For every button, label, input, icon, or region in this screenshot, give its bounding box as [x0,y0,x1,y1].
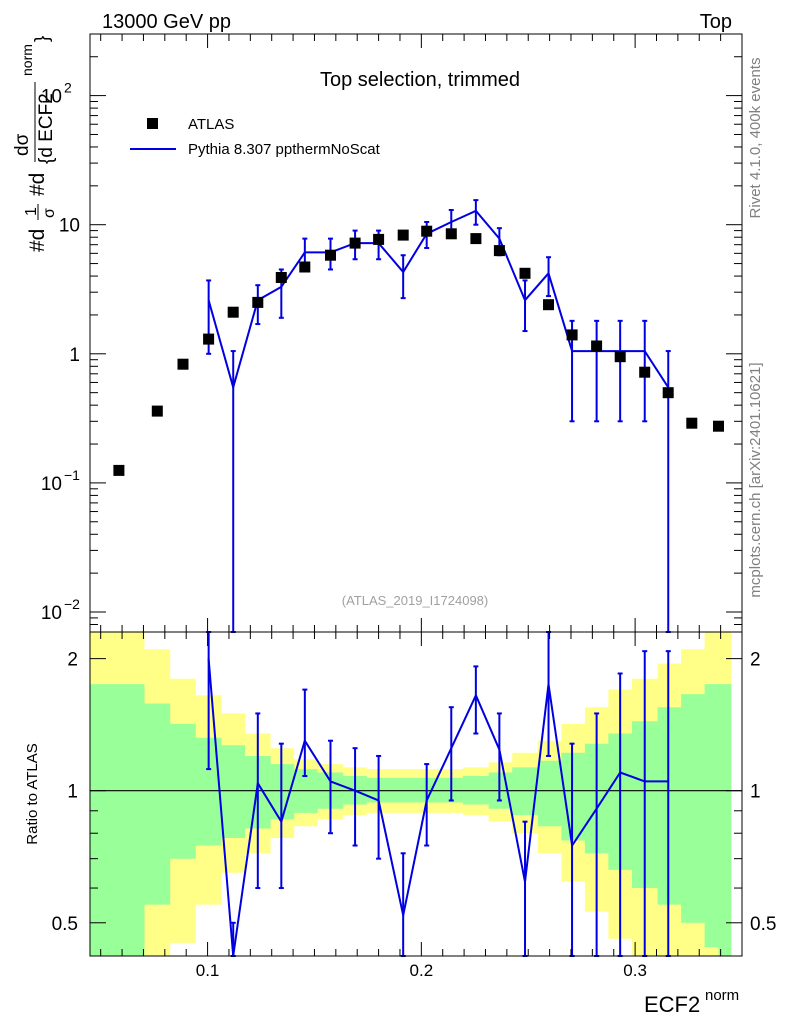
y-tick-label-base: 10 [41,87,62,108]
y-tick-label-exponent: −2 [64,596,80,612]
data-point [543,299,554,311]
ylabel-dsigma: dσ [12,133,33,156]
header-energy-label: 13000 GeV pp [102,11,231,33]
ylabel-hash-d-2: #d [26,173,49,196]
legend: ATLAS Pythia 8.307 ppthermNoScat [130,116,381,158]
ratio-panel: 0.1 0.2 0.3 0.5 0.5 1 1 2 2 Ratio to ATLAS ECF2 … [24,631,776,1017]
data-point [177,358,189,370]
data-point [349,237,361,249]
data-point [373,233,385,245]
data-point [614,351,626,363]
y-tick-label-base: 10 [59,216,80,237]
y-tick-label-exponent: 2 [64,80,72,96]
ratio-y-tick-label-right: 2 [750,650,761,671]
ratio-band-inner [90,684,732,956]
mcplots-info-label: mcplots.cern.ch [arXiv:2401.10621] [747,362,764,597]
x-tick-label: 0.3 [623,961,647,980]
ratio-y-tick-label-left: 1 [67,782,78,803]
data-point [325,249,336,261]
data-point [493,245,505,257]
data-point [662,387,674,399]
data-point [639,366,651,378]
y-tick-label-base: 10 [41,474,62,495]
y-tick-label-exponent: −1 [64,467,80,483]
ylabel-hash-d: #d [26,229,49,252]
main-plot-marks [113,199,724,633]
ratio-axis-ticks: 0.1 0.2 0.3 0.5 0.5 1 1 2 2 [52,632,776,980]
rivet-info-label: Rivet 4.1.0, 400k events [747,58,764,219]
y-tick-label: 10 2 [41,80,72,108]
data-point [252,296,264,308]
main-y-axis-label: #d 1 σ #d dσ {d ECF2 norm } [12,36,58,252]
ylabel-ecf2: {d ECF2 [36,93,57,164]
data-point [151,405,163,417]
legend-atlas-marker [147,118,158,129]
y-tick-label: 10 −1 [41,467,80,495]
data-point [299,261,311,273]
data-point [227,306,239,318]
y-tick-label: 1 [69,345,80,366]
data-point [421,225,433,237]
ratio-plot-frame [89,631,743,957]
ylabel-norm: norm [19,44,35,76]
ratio-y-tick-label-left: 0.5 [52,914,78,935]
main-plot-title: Top selection, trimmed [320,69,520,91]
ratio-pythia-line [207,658,669,957]
data-point [470,233,482,245]
data-point [519,267,531,279]
mc-series-line [207,209,670,391]
ratio-y-tick-label-left: 2 [67,650,78,671]
xlabel-sup: norm [705,987,739,1004]
xlabel-base: ECF2 [644,992,700,1017]
ratio-y-tick-label-right: 0.5 [750,914,776,935]
data-point [275,272,287,283]
y-tick-label: 10 −2 [41,596,80,624]
x-tick-label: 0.1 [196,961,220,980]
ratio-y-axis-label: Ratio to ATLAS [24,743,41,844]
data-point [686,417,698,429]
data-point [397,229,409,241]
x-axis-label: ECF2 norm [644,987,739,1017]
ylabel-one: 1 [23,207,40,216]
ylabel-brace: } [32,36,53,42]
analysis-id-label: (ATLAS_2019_I1724098) [342,593,488,608]
header-process-label: Top [700,11,732,33]
ylabel-sigma: σ [41,208,58,218]
legend-atlas-label: ATLAS [188,116,234,133]
y-tick-label: 10 [59,216,80,237]
data-point [203,333,215,345]
data-point [713,420,724,432]
x-tick-label: 0.2 [410,961,434,980]
data-point [445,228,457,240]
y-tick-label-base: 1 [69,345,80,366]
y-tick-label-base: 10 [41,603,62,624]
ratio-plot-marks [90,631,742,957]
ratio-y-tick-label-right: 1 [750,782,761,803]
data-point [591,340,603,352]
data-point [566,329,578,341]
data-point [113,464,125,476]
legend-pythia-label: Pythia 8.307 ppthermNoScat [188,141,381,158]
